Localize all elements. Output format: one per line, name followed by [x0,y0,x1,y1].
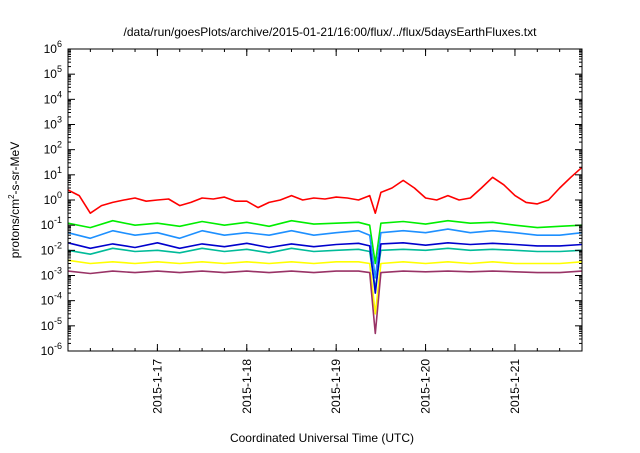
series-line-4 [67,247,583,290]
x-tick-label: 2015-1-20 [419,359,433,414]
y-axis: 10-6 10-5 10-4 10-3 10-2 10-1 100 101 102 103 104 1… [41,39,582,358]
series-layer [67,166,583,335]
y-tick-label: 10-2 [41,240,62,257]
series-line-6 [67,259,583,315]
y-tick-label: 10-6 [41,341,62,358]
y-tick-label: 10-5 [41,316,62,333]
y-axis-label-pre: protons/cm [8,199,22,258]
y-axis-label-post: -s-sr-MeV [8,142,22,195]
y-axis-label-sup: 2 [7,194,16,199]
series-line-5 [67,242,583,294]
y-tick-label: 103 [44,115,62,132]
chart-title: /data/run/goesPlots/archive/2015-01-21/1… [124,25,538,39]
y-tick-label: 10-1 [41,215,62,232]
series-line-7 [67,270,583,335]
series-line-2 [67,219,583,265]
x-axis: 2015-1-17 2015-1-18 2015-1-19 2015-1-20 2015… [67,49,583,414]
x-tick-label: 2015-1-17 [150,359,164,414]
series-line-1 [67,166,583,214]
x-tick-label: 2015-1-19 [329,359,343,414]
y-tick-label: 10-3 [41,266,62,283]
series-line-3 [67,228,583,279]
x-axis-label: Coordinated Universal Time (UTC) [230,431,414,445]
y-tick-label: 101 [44,165,62,182]
plot-frame [67,48,583,352]
y-tick-label: 100 [44,190,62,207]
y-tick-label: 105 [44,64,62,81]
x-tick-label: 2015-1-21 [508,359,522,414]
y-tick-label: 102 [44,140,62,157]
y-tick-label: 10-4 [41,291,62,308]
y-tick-label: 106 [44,39,62,56]
y-tick-label: 104 [44,89,62,106]
y-axis-label: protons/cm2-s-sr-MeV [7,142,22,258]
x-tick-label: 2015-1-18 [240,359,254,414]
